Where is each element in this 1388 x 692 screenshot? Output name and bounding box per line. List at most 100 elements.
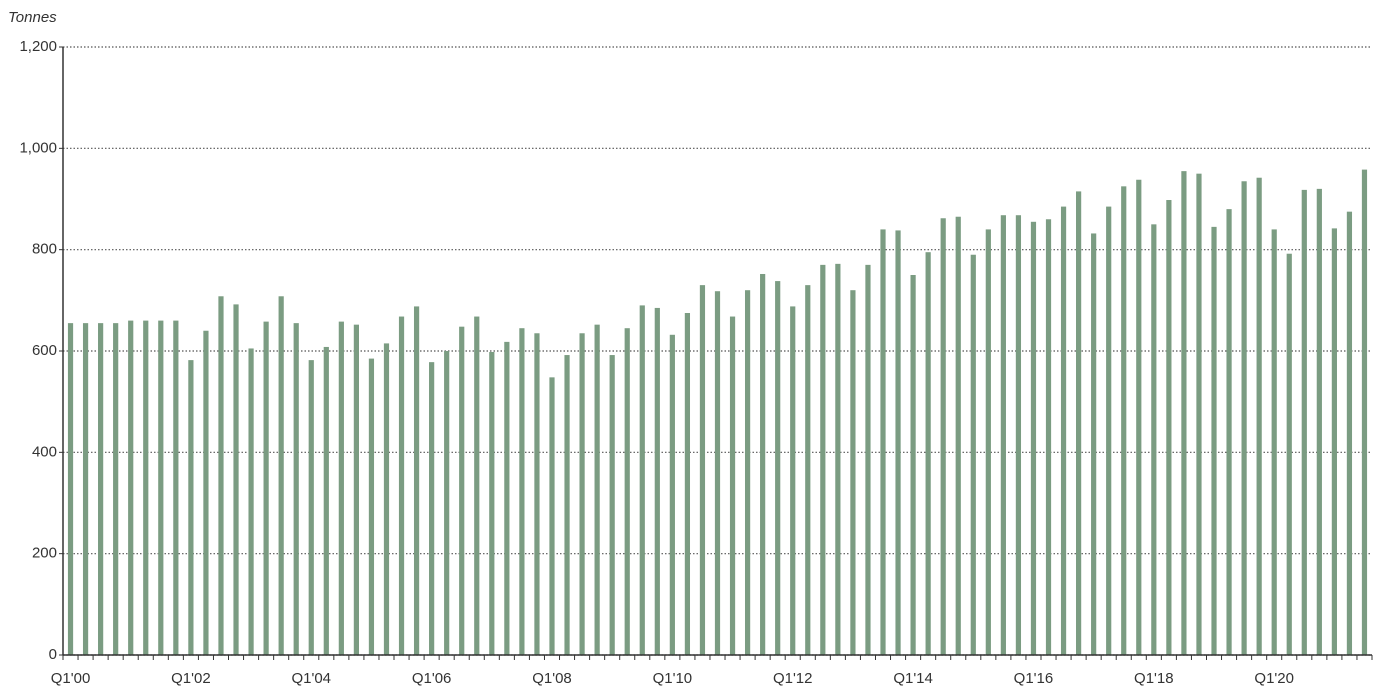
- bar: [895, 230, 901, 655]
- bar: [203, 330, 209, 655]
- bar: [775, 281, 781, 655]
- bar: [1106, 206, 1112, 655]
- bar: [1136, 179, 1142, 655]
- bar: [1196, 173, 1202, 655]
- bar: [805, 285, 811, 655]
- bar: [1286, 253, 1292, 655]
- bar: [669, 334, 675, 655]
- bar: [1060, 206, 1067, 655]
- bar: [158, 320, 164, 655]
- bar: [790, 306, 796, 655]
- bar: [729, 316, 736, 655]
- bar: [835, 263, 841, 655]
- bar: [549, 377, 555, 655]
- bar: [278, 296, 284, 655]
- bar: [639, 305, 645, 655]
- bar: [1181, 171, 1187, 655]
- bar: [82, 323, 89, 655]
- bar: [760, 273, 766, 655]
- x-tick-label: Q1'04: [291, 670, 331, 687]
- bar: [459, 326, 465, 655]
- bar: [1241, 181, 1247, 655]
- y-tick-label: 1,000: [19, 139, 57, 156]
- bar: [429, 362, 435, 655]
- bar: [1256, 177, 1262, 655]
- bar: [1271, 229, 1277, 655]
- bar: [594, 324, 600, 655]
- x-tick-label: Q1'06: [412, 670, 452, 687]
- bar: [504, 341, 510, 655]
- bar: [955, 216, 961, 655]
- bar: [113, 323, 119, 655]
- bar: [744, 290, 751, 655]
- y-tick-label: 600: [32, 342, 57, 359]
- bar: [218, 296, 224, 655]
- bar: [293, 323, 299, 655]
- bar: [564, 355, 570, 655]
- bar: [925, 252, 931, 655]
- x-tick-label: Q1'14: [893, 670, 933, 687]
- x-tick-label: Q1'00: [51, 670, 91, 687]
- bar: [1076, 191, 1082, 655]
- bar: [413, 306, 420, 655]
- bar: [444, 351, 450, 655]
- bar: [624, 328, 630, 655]
- bar: [248, 348, 254, 655]
- bar: [338, 321, 344, 655]
- bar: [173, 320, 179, 655]
- bar: [1166, 200, 1172, 655]
- x-tick-label: Q1'02: [171, 670, 211, 687]
- bar: [654, 307, 660, 655]
- bar: [1211, 226, 1217, 655]
- bar: [1091, 233, 1097, 655]
- bar: [1301, 189, 1307, 655]
- bar: [1361, 169, 1368, 655]
- bar: [1121, 186, 1127, 656]
- bar: [910, 275, 916, 655]
- y-tick-label: 200: [32, 545, 57, 562]
- bar: [850, 290, 856, 655]
- x-tick-label: Q1'20: [1254, 670, 1294, 687]
- y-tick-label: 800: [32, 241, 57, 258]
- bar: [534, 333, 540, 655]
- bar: [233, 304, 239, 655]
- x-tick-label: Q1'12: [773, 670, 813, 687]
- bar: [98, 323, 104, 655]
- bar: [940, 218, 946, 655]
- bar: [1030, 221, 1037, 656]
- bar: [684, 313, 691, 655]
- bar: [820, 264, 826, 655]
- bar: [67, 323, 74, 655]
- bar: [398, 316, 405, 655]
- x-tick-label: Q1'08: [532, 670, 572, 687]
- x-tick-label: Q1'16: [1014, 670, 1054, 687]
- bar: [519, 328, 525, 655]
- bar: [489, 352, 495, 655]
- bar: [609, 355, 615, 655]
- bar: [865, 264, 871, 655]
- y-axis-label: Tonnes: [8, 9, 57, 26]
- y-tick-label: 0: [49, 646, 57, 663]
- bar: [353, 324, 359, 655]
- bar: [880, 229, 886, 655]
- bar: [579, 333, 585, 655]
- bar: [323, 346, 329, 655]
- bar: [128, 320, 134, 655]
- bar: [143, 320, 149, 655]
- x-tick-label: Q1'18: [1134, 670, 1174, 687]
- bar: [383, 343, 390, 655]
- bar: [308, 360, 314, 655]
- bar: [1226, 209, 1232, 655]
- bar: [1346, 211, 1353, 655]
- bar: [970, 254, 976, 655]
- x-tick-label: Q1'10: [653, 670, 693, 687]
- bar: [368, 358, 375, 655]
- bar: [699, 285, 706, 655]
- bar: [1316, 188, 1322, 655]
- bar: [1151, 224, 1157, 656]
- bar: [1045, 219, 1052, 655]
- bar: [714, 291, 721, 655]
- bar: [1331, 228, 1337, 656]
- bar: [263, 321, 269, 655]
